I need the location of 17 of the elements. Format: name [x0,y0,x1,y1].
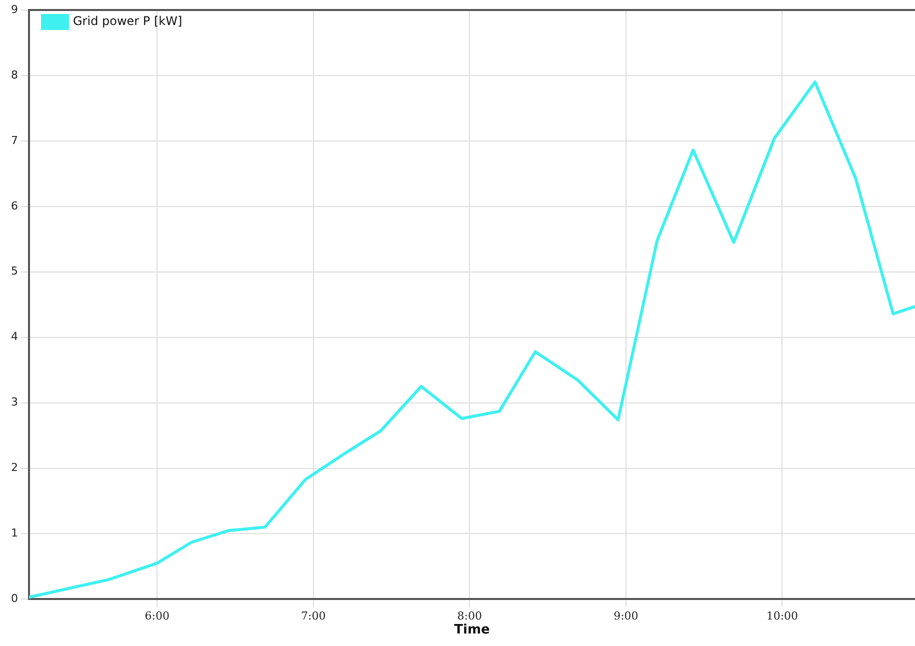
x-tick-label: 6:00 [144,610,170,623]
x-tick-label: 10:00 [766,610,798,623]
y-tick-label: 4 [11,330,18,344]
y-tick-label: 5 [11,264,18,278]
y-tick-label: 8 [11,68,18,82]
x-axis-title: Time [454,622,490,638]
legend-label: Grid power P [kW] [73,14,182,28]
y-tick-label: 7 [11,134,18,147]
x-tick-label: 7:00 [301,610,326,623]
y-tick-label: 1 [11,526,18,540]
y-tick-label: 9 [11,2,18,16]
y-tick-label: 3 [11,396,18,409]
y-tick-label: 2 [11,461,18,474]
y-tick-label: 6 [11,199,18,212]
x-tick-label: 8:00 [457,610,482,623]
y-tick-label: 0 [11,592,18,606]
x-tick-label: 9:00 [614,610,638,623]
